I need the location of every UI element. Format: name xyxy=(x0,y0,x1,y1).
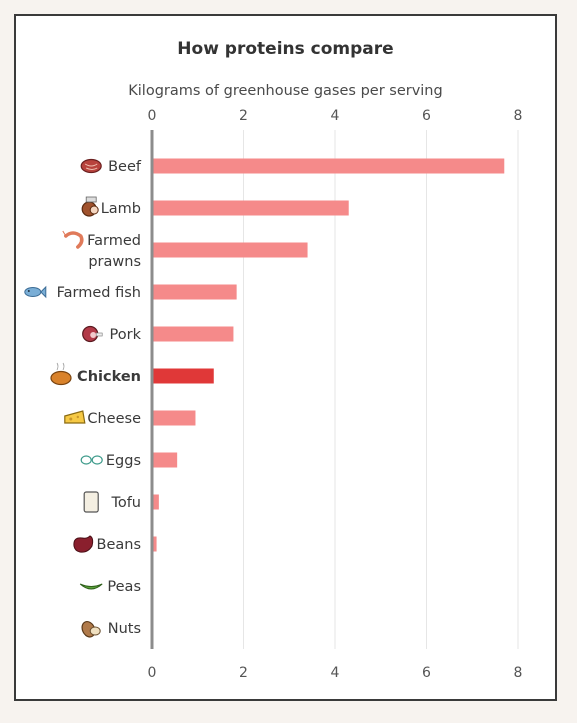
x-tick-label-top: 6 xyxy=(422,108,431,124)
nuts-icon xyxy=(81,620,101,638)
x-tick: 88 xyxy=(514,108,523,681)
category-label: Farmed fish xyxy=(57,285,141,301)
chart-title: How proteins compare xyxy=(177,39,394,59)
category-label: Nuts xyxy=(108,621,141,637)
category-label: Beef xyxy=(108,159,142,175)
bar-lamb xyxy=(152,200,349,216)
category-label: Lamb xyxy=(101,201,141,217)
x-tick: 00 xyxy=(148,108,157,681)
x-tick-label-bottom: 2 xyxy=(239,665,248,681)
x-tick-label-bottom: 6 xyxy=(422,665,431,681)
pea-pod-icon xyxy=(79,583,103,590)
category-label: Eggs xyxy=(106,453,141,469)
category-label: Chicken xyxy=(77,369,141,385)
bar-farmed-fish xyxy=(152,284,237,300)
fish-icon xyxy=(24,285,47,299)
category-label: Pork xyxy=(110,327,142,343)
bar-pork xyxy=(152,326,234,342)
x-tick-label-bottom: 0 xyxy=(148,665,157,681)
bar-chicken xyxy=(152,368,214,384)
bar-eggs xyxy=(152,452,178,468)
category-label: Beans xyxy=(97,537,142,553)
ham-icon xyxy=(82,325,103,343)
x-tick: 44 xyxy=(331,108,340,681)
cheese-icon xyxy=(64,410,86,424)
x-tick: 66 xyxy=(422,108,431,681)
x-tick-label-top: 0 xyxy=(148,108,157,124)
chart-subtitle: Kilograms of greenhouse gases per servin… xyxy=(128,83,443,99)
bar-beans xyxy=(152,536,157,552)
x-tick-label-top: 8 xyxy=(514,108,523,124)
category-label: prawns xyxy=(88,254,141,270)
chart-card: How proteins compare Kilograms of greenh… xyxy=(14,14,557,701)
bean-icon xyxy=(73,535,94,553)
tofu-icon xyxy=(83,491,99,513)
lamb-chop-icon xyxy=(81,196,99,217)
x-tick-label-top: 4 xyxy=(331,108,340,124)
prawn-icon xyxy=(62,230,84,249)
bar-beef xyxy=(152,158,505,174)
bar-farmed-prawns xyxy=(152,242,308,258)
x-tick-label-bottom: 8 xyxy=(514,665,523,681)
bar-tofu xyxy=(152,494,159,510)
category-label: Peas xyxy=(107,579,141,595)
x-tick-label-bottom: 4 xyxy=(331,665,340,681)
eggs-icon xyxy=(80,455,103,465)
bar-cheese xyxy=(152,410,196,426)
steak-icon xyxy=(80,158,102,174)
roast-chicken-icon xyxy=(50,362,72,386)
x-tick: 22 xyxy=(239,108,248,681)
category-label: Cheese xyxy=(87,411,141,427)
category-label: Farmed xyxy=(87,233,141,249)
category-label: Tofu xyxy=(110,495,141,511)
x-tick-label-top: 2 xyxy=(239,108,248,124)
